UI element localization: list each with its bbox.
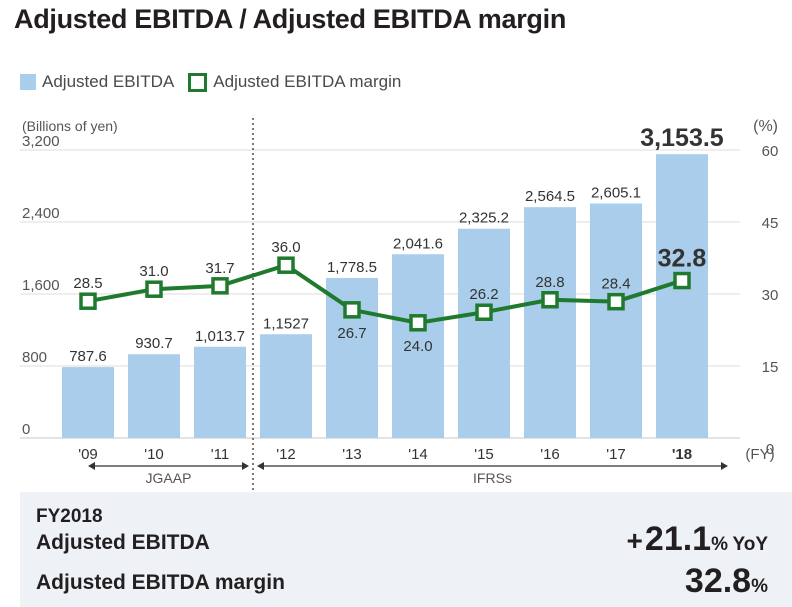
left-axis-tick-label: 3,200 xyxy=(22,133,60,150)
bar xyxy=(62,367,114,438)
left-axis-tick-label: 1,600 xyxy=(22,277,60,294)
bar xyxy=(656,154,708,438)
right-axis-tick-label: 60 xyxy=(762,143,779,160)
margin-point xyxy=(409,314,427,332)
section-jgaap-arrow-right xyxy=(242,462,249,470)
margin-value-label: 31.0 xyxy=(139,263,168,280)
summary-fiscal-year: FY2018 xyxy=(36,506,103,527)
right-axis-tick-label: 45 xyxy=(762,215,779,232)
section-jgaap-arrow-left xyxy=(88,462,95,470)
chart-title: Adjusted EBITDA / Adjusted EBITDA margin xyxy=(14,4,567,34)
margin-value-label: 28.5 xyxy=(73,275,102,292)
bar-value-label: 1,013.7 xyxy=(195,328,245,345)
bar-value-label: 930.7 xyxy=(135,335,173,352)
section-ifrs-arrow-right xyxy=(721,462,728,470)
summary-margin-label: Adjusted EBITDA margin xyxy=(36,571,285,594)
right-axis-tick-label: 15 xyxy=(762,359,779,376)
legend: Adjusted EBITDA Adjusted EBITDA margin xyxy=(20,70,415,94)
summary-panel: FY2018 Adjusted EBITDA Adjusted EBITDA m… xyxy=(20,492,792,607)
bar-value-label: 3,153.5 xyxy=(640,124,724,152)
summary-margin-unit: % xyxy=(751,576,768,597)
margin-value-label: 31.7 xyxy=(205,260,234,277)
legend-swatch-line xyxy=(188,72,208,92)
margin-point xyxy=(475,303,493,321)
x-axis-tick-label: '13 xyxy=(342,446,362,463)
summary-ebitda-value: 21.1 xyxy=(644,520,712,558)
legend-label-margin: Adjusted EBITDA margin xyxy=(213,72,402,91)
left-axis-tick-label: 0 xyxy=(22,421,30,438)
margin-point xyxy=(277,256,295,274)
bar xyxy=(524,207,576,438)
x-axis-tick-label: '14 xyxy=(408,446,428,463)
margin-value-label: 26.7 xyxy=(337,325,366,342)
margin-point xyxy=(673,271,691,290)
summary-ebitda-unit: % xyxy=(711,534,728,555)
left-axis-tick-label: 2,400 xyxy=(22,205,60,222)
margin-point xyxy=(607,292,625,311)
bar xyxy=(128,354,180,438)
margin-point xyxy=(211,277,229,295)
x-axis-tick-label: '16 xyxy=(540,446,560,463)
summary-ebitda-label: Adjusted EBITDA xyxy=(36,531,210,554)
x-axis-tick-label: '17 xyxy=(606,446,626,463)
legend-swatch-bar xyxy=(20,74,36,90)
summary-margin: 32.8% xyxy=(685,562,768,601)
bar-value-label: 1,778.5 xyxy=(327,259,377,276)
margin-value-label: 28.8 xyxy=(535,274,564,291)
margin-value-label: 24.0 xyxy=(403,338,432,355)
summary-ebitda-growth: +21.1% YoY xyxy=(627,520,768,559)
margin-value-label: 26.2 xyxy=(469,286,498,303)
x-axis-tick-label: '12 xyxy=(276,446,296,463)
margin-point xyxy=(343,301,361,319)
section-ifrs-arrow-left xyxy=(257,462,264,470)
margin-line xyxy=(87,263,683,325)
section-jgaap-label: JGAAP xyxy=(146,470,192,486)
margin-value-label: 36.0 xyxy=(271,239,300,256)
left-axis-unit-label: (Billions of yen) xyxy=(22,118,118,134)
right-axis-tick-label: 0 xyxy=(766,441,774,458)
right-axis-tick-label: 30 xyxy=(762,287,779,304)
bar-value-label: 2,605.1 xyxy=(591,185,641,202)
x-axis-tick-label: '10 xyxy=(144,446,164,463)
section-ifrs-label: IFRSs xyxy=(473,470,512,486)
summary-ebitda-suffix: YoY xyxy=(732,534,768,555)
x-axis-tick-label: '09 xyxy=(78,446,98,463)
bar xyxy=(392,254,444,438)
bar-value-label: 787.6 xyxy=(69,348,107,365)
x-axis-tick-label: '11 xyxy=(211,446,229,463)
summary-ebitda-sign: + xyxy=(626,525,643,556)
summary-margin-value: 32.8 xyxy=(684,562,752,600)
left-axis-tick-label: 800 xyxy=(22,349,47,366)
bar xyxy=(458,228,510,438)
legend-item-ebitda: Adjusted EBITDA xyxy=(20,72,174,92)
margin-point xyxy=(541,291,559,309)
bar-value-label: 1,1527 xyxy=(263,315,309,332)
x-axis-unit-label: (FY) xyxy=(745,446,774,463)
bar-value-label: 2,325.2 xyxy=(459,210,509,227)
margin-point xyxy=(79,292,97,310)
margin-value-label: 28.4 xyxy=(601,276,630,293)
bar-value-label: 2,041.6 xyxy=(393,235,443,252)
margin-point xyxy=(145,280,163,298)
bar-value-label: 2,564.5 xyxy=(525,188,575,205)
x-axis-tick-label: '18 xyxy=(672,446,692,463)
legend-item-margin: Adjusted EBITDA margin xyxy=(188,72,401,92)
margin-value-label: 32.8 xyxy=(658,245,707,273)
legend-label-ebitda: Adjusted EBITDA xyxy=(42,72,175,91)
bar xyxy=(260,334,312,438)
bar xyxy=(590,203,642,438)
right-axis-unit-label: (%) xyxy=(753,118,778,135)
x-axis-tick-label: '15 xyxy=(474,446,494,463)
bar xyxy=(194,346,246,438)
